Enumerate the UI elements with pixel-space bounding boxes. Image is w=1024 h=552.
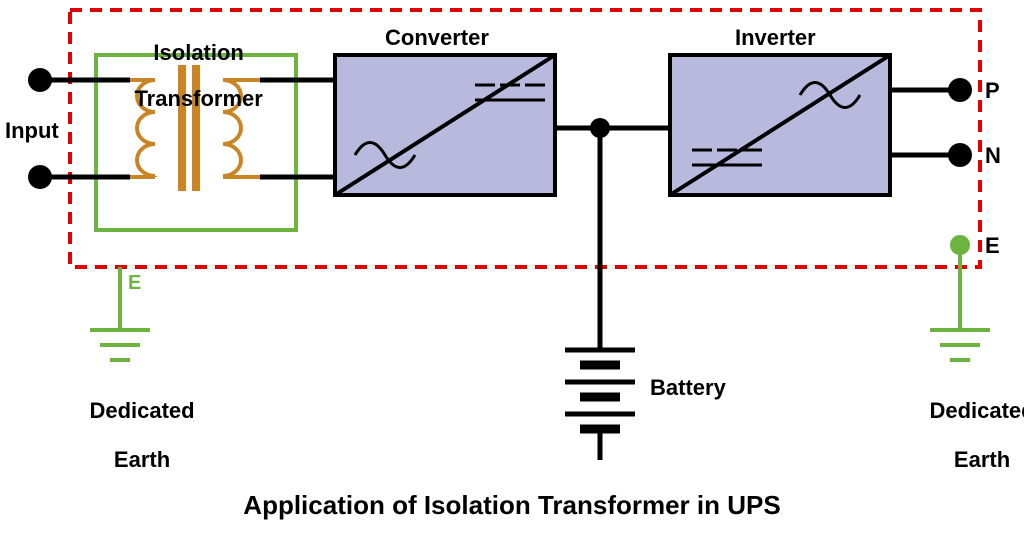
dc-bus-node — [590, 118, 610, 138]
ded-earth-l1: Dedicated — [89, 398, 194, 423]
isolation-line1: Isolation — [153, 40, 243, 65]
battery-label: Battery — [650, 375, 726, 401]
inverter-block — [670, 55, 890, 195]
ded-earth-l2: Earth — [114, 447, 170, 472]
ded-earth-r2: Earth — [954, 447, 1010, 472]
dedicated-earth-right: Dedicated Earth — [905, 375, 1024, 496]
e-right-label: E — [985, 233, 1000, 259]
earth-node-right — [950, 235, 970, 255]
output-terminal-n — [948, 143, 972, 167]
input-label: Input — [5, 118, 59, 144]
isolation-transformer-label: Isolation Transformer — [110, 18, 263, 133]
isolation-line2: Transformer — [134, 86, 262, 111]
inverter-label: Inverter — [735, 25, 816, 51]
p-label: P — [985, 78, 1000, 104]
n-label: N — [985, 143, 1001, 169]
e-left-label: E — [128, 272, 141, 295]
input-terminal-bot — [28, 165, 52, 189]
converter-label: Converter — [385, 25, 489, 51]
diagram-title: Application of Isolation Transformer in … — [0, 490, 1024, 521]
input-terminal-top — [28, 68, 52, 92]
converter-block — [335, 55, 555, 195]
diagram-canvas: Isolation Transformer Converter Inverter… — [0, 0, 1024, 552]
ded-earth-r1: Dedicated — [929, 398, 1024, 423]
dedicated-earth-left: Dedicated Earth — [65, 375, 195, 496]
output-terminal-p — [948, 78, 972, 102]
